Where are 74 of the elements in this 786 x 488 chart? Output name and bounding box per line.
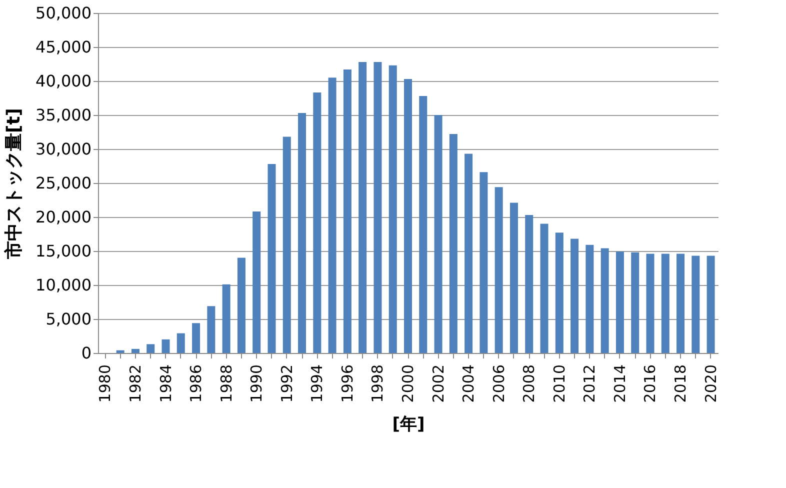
x-tick-label: 2012 — [580, 364, 599, 403]
x-tick-label: 1982 — [126, 364, 144, 403]
x-tick-label: 1986 — [187, 364, 206, 403]
bar — [237, 258, 246, 353]
y-tick-label: 25,000 — [36, 174, 92, 192]
bar — [404, 78, 412, 353]
bar — [328, 78, 336, 353]
bar — [146, 344, 155, 353]
y-tick-label: 45,000 — [36, 38, 92, 56]
bar — [343, 69, 352, 353]
x-tick-label: 2000 — [399, 364, 417, 403]
x-tick-label: 2014 — [610, 364, 629, 403]
y-tick-label: 15,000 — [36, 242, 92, 260]
y-tick-label: 50,000 — [36, 4, 92, 22]
bar — [268, 164, 276, 353]
bar — [464, 154, 473, 353]
x-tick-label: 1992 — [278, 364, 296, 403]
x-tick-label: 1980 — [96, 364, 114, 403]
bar — [449, 134, 458, 353]
bar — [555, 232, 564, 353]
x-tick-label: 1984 — [156, 364, 175, 403]
y-tick-label: 0 — [81, 344, 92, 362]
bar — [480, 172, 488, 353]
bar — [313, 92, 322, 353]
x-tick-label: 2020 — [702, 364, 720, 403]
bar — [419, 96, 428, 353]
x-tick-label: 1998 — [368, 364, 387, 403]
bar — [131, 348, 140, 353]
bar — [388, 65, 397, 353]
x-tick-label: 1988 — [217, 364, 236, 403]
bar — [358, 62, 367, 353]
x-tick-label: 2018 — [672, 364, 690, 403]
y-axis-title: 市中ストック量[t] — [4, 108, 25, 260]
bar — [600, 248, 609, 353]
bar — [586, 244, 594, 353]
bar — [282, 136, 291, 353]
bar — [676, 254, 685, 353]
x-tick-label: 2016 — [641, 364, 660, 403]
x-tick-label: 2008 — [520, 364, 538, 403]
bar — [525, 214, 534, 353]
bar — [646, 254, 654, 353]
bar — [207, 306, 216, 353]
x-tick-label: 2010 — [550, 364, 568, 403]
y-tick-label: 30,000 — [36, 140, 92, 158]
bar — [374, 62, 382, 353]
y-tick-label: 20,000 — [36, 208, 92, 226]
bar — [494, 187, 503, 353]
bar — [631, 252, 640, 353]
y-tick-label: 10,000 — [36, 276, 92, 294]
bar — [192, 323, 200, 353]
x-tick-label: 2006 — [490, 364, 508, 403]
bar — [510, 202, 518, 353]
bar — [692, 256, 700, 353]
x-tick-label: 2004 — [460, 364, 478, 403]
bar — [298, 112, 306, 353]
bar — [616, 252, 624, 353]
bar — [570, 238, 579, 353]
x-tick-label: 1994 — [308, 364, 326, 403]
x-axis-title: [年] — [392, 414, 425, 435]
y-tick-label: 5,000 — [46, 310, 92, 328]
bar — [162, 339, 170, 353]
bar — [116, 350, 124, 353]
x-tick-label: 1990 — [248, 364, 266, 403]
x-tick-label: 1996 — [338, 364, 356, 403]
bar — [252, 212, 261, 353]
bar — [222, 284, 230, 353]
bar — [434, 115, 442, 353]
bar — [176, 333, 185, 353]
y-tick-label: 40,000 — [36, 72, 92, 90]
bar — [661, 254, 670, 353]
y-tick-label: 35,000 — [36, 106, 92, 124]
bar — [706, 256, 715, 353]
bar — [540, 224, 548, 353]
x-tick-label: 2002 — [429, 364, 448, 403]
